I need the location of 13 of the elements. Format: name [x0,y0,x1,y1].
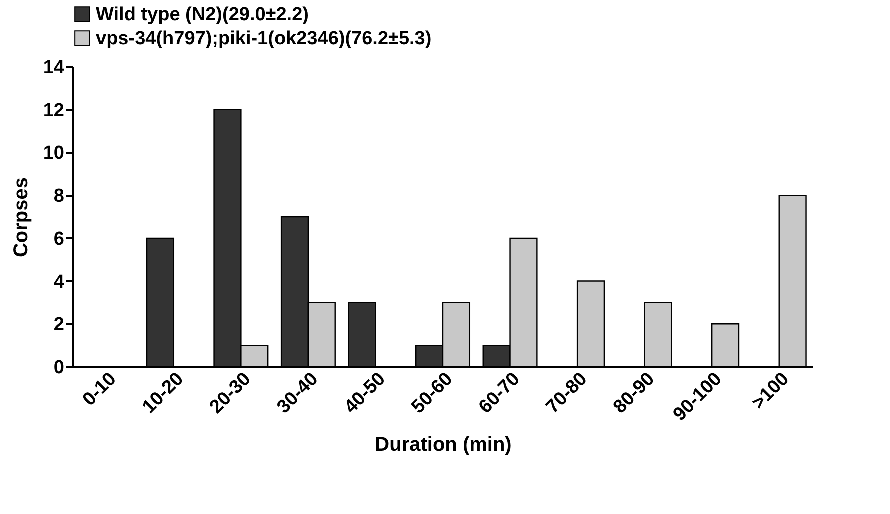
legend-label: Wild type (N2)(29.0±2.2) [96,4,309,26]
legend-label: vps-34(h797);piki-1(ok2346)(76.2±5.3) [96,28,432,50]
y-tick-label: 10 [43,143,64,164]
y-tick-label: 14 [43,58,65,78]
y-tick-label: 12 [43,100,64,122]
x-tick-label: 0-10 [79,368,121,411]
y-axis-title: Corpses [10,177,32,258]
y-tick-label: 8 [54,186,64,208]
y-tick-label: 2 [54,314,64,336]
y-tick-label: 0 [54,358,64,378]
x-axis-title: Duration (min) [375,434,512,456]
y-tick-label: 4 [54,272,65,293]
y-tick-label: 6 [54,228,64,250]
